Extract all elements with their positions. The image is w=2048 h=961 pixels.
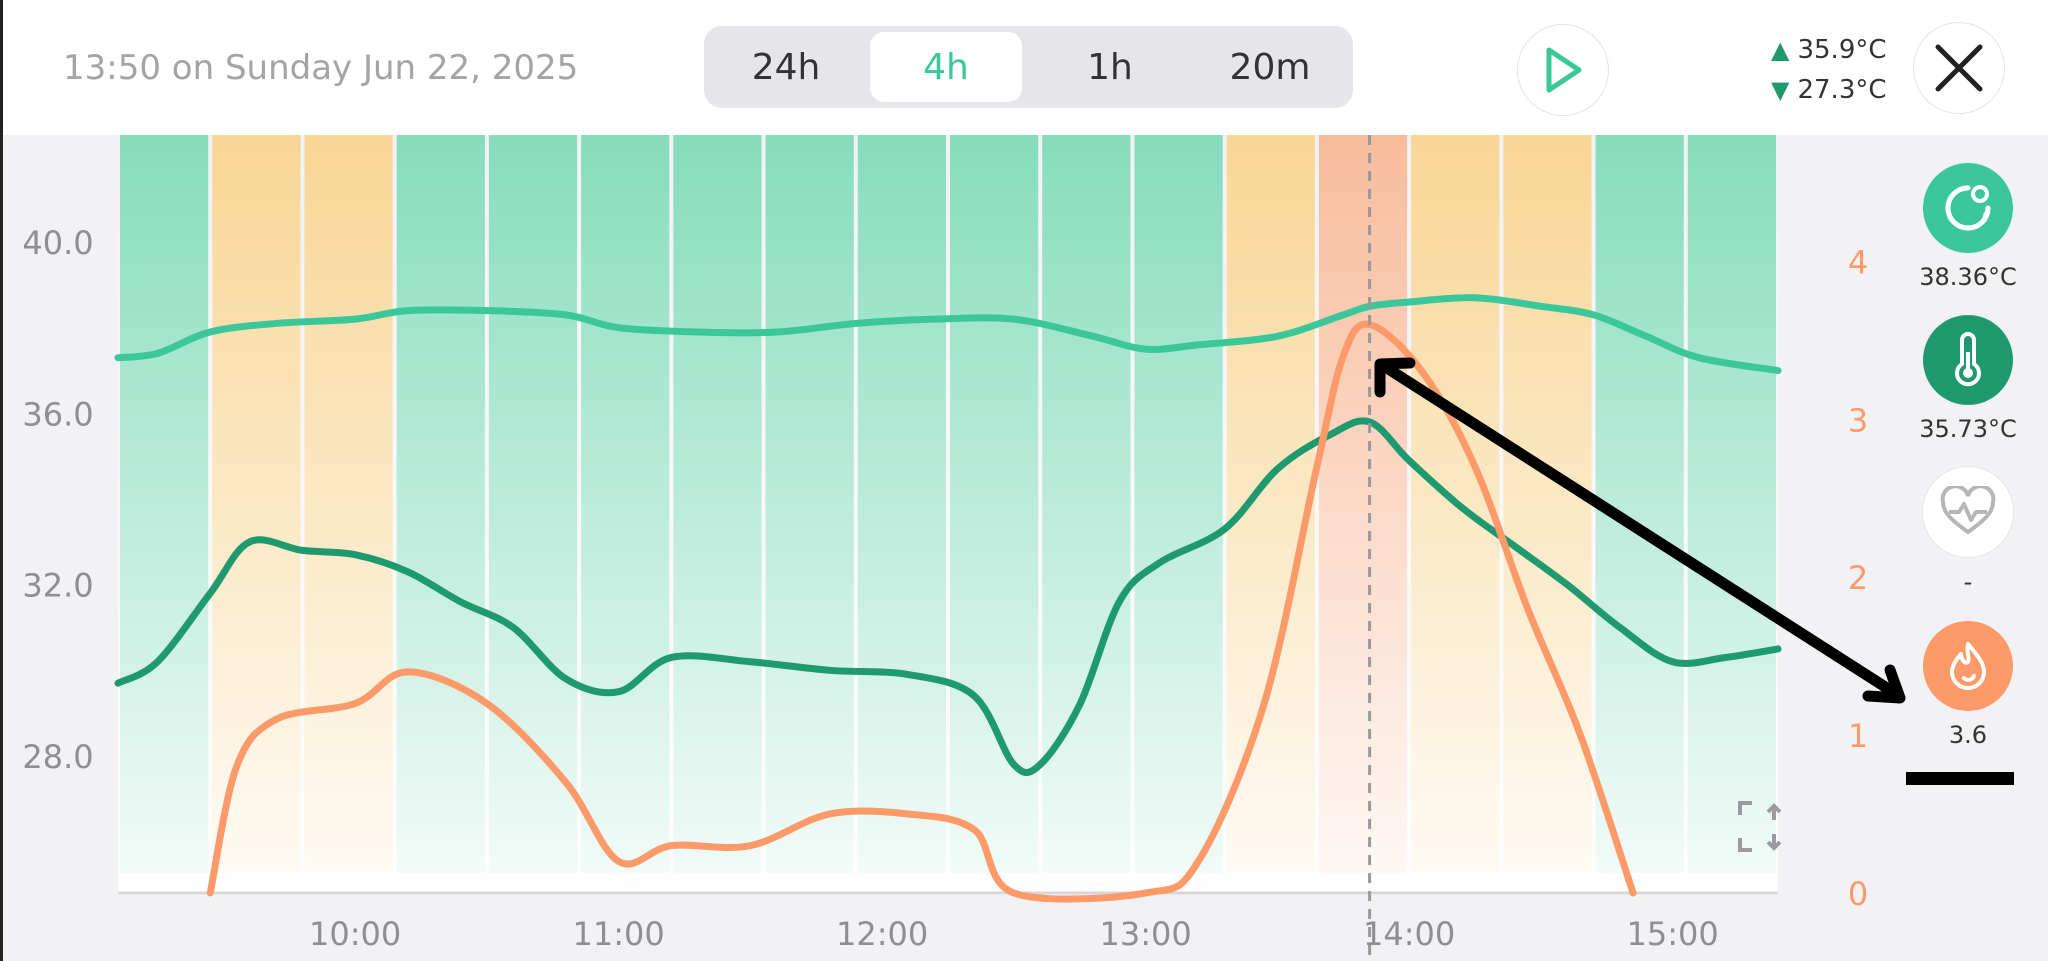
close-button[interactable] — [1913, 22, 2005, 114]
x-tick-label: 10:00 — [309, 915, 401, 953]
temp-range-summary: ▲ 35.9°C ▼ 27.3°C — [1771, 30, 1887, 110]
axis-ticks: 10:00 11:00 12:00 13:00 14:00 15:0040.036.032… — [22, 224, 1868, 953]
y-right-tick-label: 1 — [1848, 717, 1868, 755]
y-left-tick-label: 40.0 — [22, 224, 93, 262]
y-right-tick-label: 3 — [1848, 401, 1868, 439]
range-1h-button[interactable]: 1h — [1087, 46, 1133, 88]
y-left-tick-label: 36.0 — [22, 395, 93, 433]
thermometer-icon — [1923, 315, 2013, 405]
heart-rate-icon — [1922, 466, 2014, 558]
time-range-selector: 24h 4h 1h 20m — [704, 26, 1353, 108]
flame-icon — [1923, 621, 2013, 711]
strain-metric[interactable]: 3.6 — [1918, 621, 2018, 749]
skin-series-line — [114, 417, 1782, 777]
heart-rate-value: - — [1963, 568, 1973, 596]
core-temp-icon — [1923, 163, 2013, 253]
annotation-arrow — [1374, 357, 1906, 704]
core-temp-value: 38.36°C — [1919, 263, 2017, 291]
min-arrow-icon: ▼ — [1771, 76, 1790, 104]
heart-rate-metric[interactable]: - — [1918, 466, 2018, 596]
skin-temp-metric[interactable]: 35.73°C — [1918, 315, 2018, 443]
core-temp-metric[interactable]: 38.36°C — [1918, 163, 2018, 291]
play-icon — [1546, 47, 1582, 93]
max-arrow-icon: ▲ — [1771, 36, 1790, 64]
range-4h-button[interactable]: 4h — [870, 32, 1022, 102]
y-left-tick-label: 28.0 — [22, 738, 93, 776]
x-tick-label: 15:00 — [1626, 915, 1718, 953]
header-bar: 13:50 on Sunday Jun 22, 2025 24h 4h 1h 2… — [3, 0, 2048, 135]
annotation-underline — [1906, 772, 2014, 785]
play-button[interactable] — [1517, 24, 1609, 116]
x-tick-label: 14:00 — [1363, 915, 1455, 953]
y-right-tick-label: 2 — [1848, 559, 1868, 597]
y-left-tick-label: 32.0 — [22, 567, 93, 605]
timestamp-label: 13:50 on Sunday Jun 22, 2025 — [63, 48, 579, 88]
min-temp-value: 27.3°C — [1797, 75, 1887, 105]
x-tick-label: 11:00 — [573, 915, 665, 953]
core-series-line — [114, 294, 1782, 375]
expand-icon[interactable] — [1738, 801, 1782, 852]
range-20m-button[interactable]: 20m — [1229, 46, 1311, 88]
max-temp-value: 35.9°C — [1797, 35, 1887, 65]
x-tick-label: 12:00 — [836, 915, 928, 953]
x-tick-label: 13:00 — [1100, 915, 1192, 953]
skin-temp-value: 35.73°C — [1919, 415, 2017, 443]
zone-fade — [118, 135, 1778, 895]
strain-value: 3.6 — [1948, 721, 1988, 749]
close-icon — [1935, 44, 1983, 92]
range-24h-button[interactable]: 24h — [751, 46, 821, 88]
y-right-tick-label: 4 — [1848, 243, 1868, 281]
y-right-tick-label: 0 — [1848, 875, 1868, 913]
